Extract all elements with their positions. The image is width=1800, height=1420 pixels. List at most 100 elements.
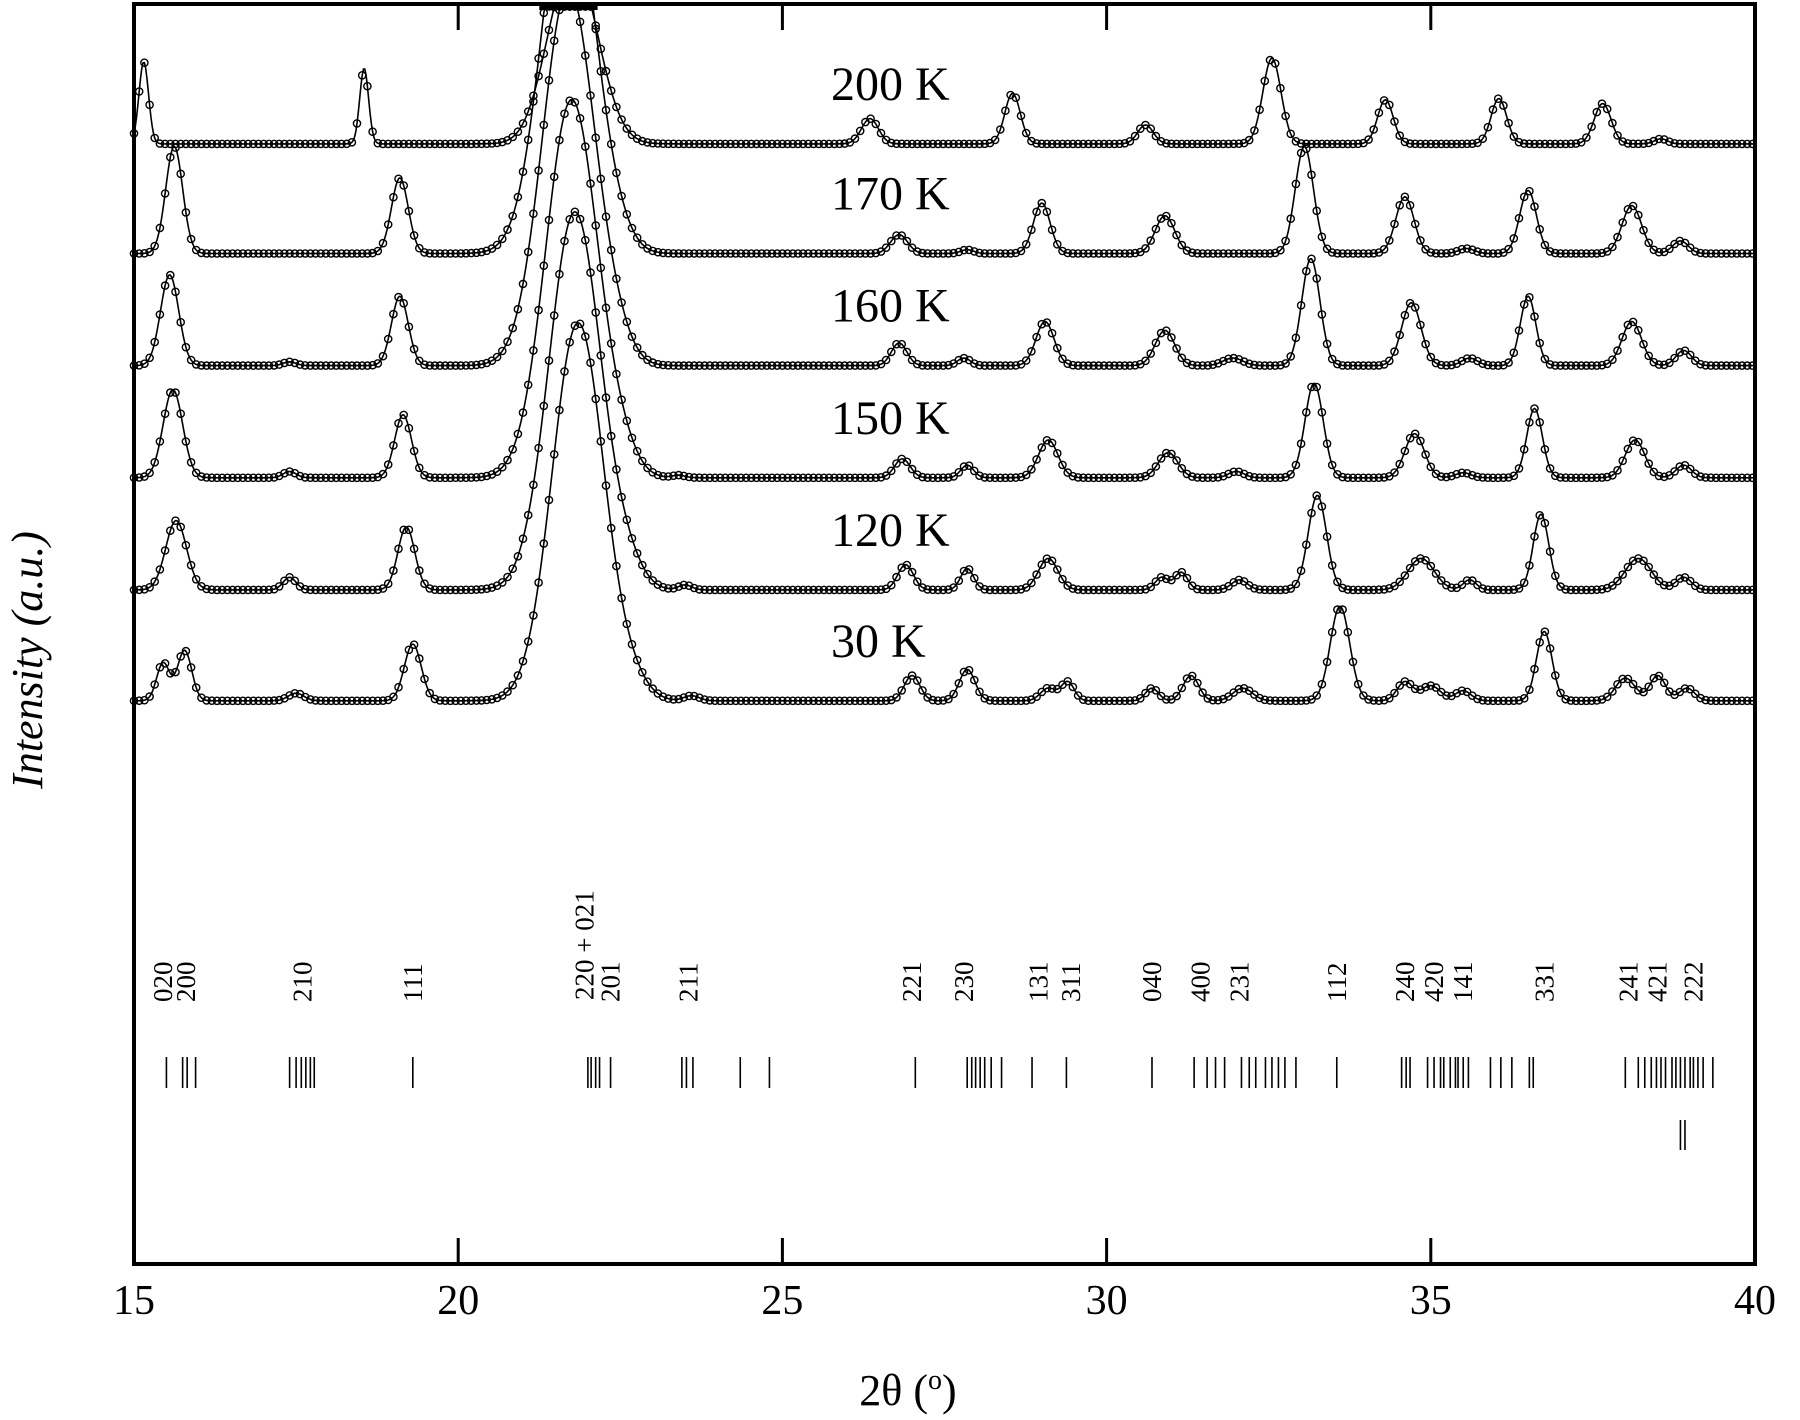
data-point [778,361,787,370]
data-point [1639,139,1648,148]
data-point [622,416,632,426]
data-point [508,132,518,142]
data-point [404,423,414,433]
data-point [1436,249,1446,258]
data-point [1042,318,1052,327]
data-point [575,17,585,27]
data-point [1478,248,1487,258]
data-point [549,449,559,459]
data-point [430,694,440,704]
data-point [1016,111,1026,121]
data-point [150,680,159,689]
data-point [1634,437,1643,447]
data-point [627,534,637,543]
data-point [1053,565,1062,574]
data-point [695,585,704,594]
data-point [684,691,694,701]
data-point [809,696,818,706]
data-point [1047,225,1057,235]
data-point [1400,446,1410,456]
data-point [1566,139,1576,149]
data-point [1234,249,1244,258]
data-point [1685,684,1695,694]
hkl-label: 420 [1419,962,1449,1003]
x-axis: 15 20 25 30 35 40 [113,4,1776,1324]
data-point [918,583,927,592]
data-point [959,462,969,471]
data-point [944,139,953,149]
data-point [975,248,984,258]
data-point [757,361,767,370]
data-point [508,680,518,690]
data-point [902,139,912,149]
data-point [1675,236,1685,246]
data-point [933,473,943,483]
data-point [254,249,263,258]
data-point [492,352,502,362]
data-point [648,358,658,367]
data-point [1711,139,1721,149]
data-point [736,139,746,149]
data-point [1649,136,1659,146]
data-point [477,472,486,482]
series-160-k: 160 K [129,2,1757,370]
data-point [451,139,460,149]
data-point [1530,139,1539,149]
data-point [1468,354,1477,363]
data-point [1634,325,1643,335]
data-point [1701,473,1710,482]
data-point [1525,417,1534,427]
data-point [186,663,196,672]
data-point [1374,361,1384,370]
data-point [233,139,242,149]
data-point [1281,111,1290,121]
data-point [617,593,626,603]
data-point [1156,454,1166,463]
data-point [1488,473,1498,483]
data-point [1379,244,1389,254]
data-point [186,560,196,570]
data-point [1167,218,1176,228]
data-point [1711,473,1721,483]
data-point [1187,360,1197,370]
data-point [1473,694,1482,704]
data-point [1493,249,1503,258]
data-point [1296,139,1306,148]
data-point [996,125,1005,134]
data-point [1182,573,1192,583]
data-point [741,139,751,149]
data-point [1468,139,1477,148]
data-point [845,585,855,595]
data-point [990,135,1000,145]
data-point [451,585,460,595]
data-point [1701,249,1710,258]
data-point [1732,249,1742,258]
data-point [664,694,673,703]
data-point [394,174,403,184]
data-point [523,637,533,646]
data-point [1582,133,1591,142]
data-point [1224,469,1233,479]
data-point [1120,138,1130,148]
data-point [311,361,320,370]
data-point [1338,583,1347,593]
data-point [165,669,175,678]
data-point [1198,249,1207,258]
data-point [373,359,383,368]
data-point [990,361,1000,370]
data-point [601,393,611,402]
data-point [1680,684,1690,693]
data-point [1032,332,1041,342]
data-point [752,473,761,483]
data-point [171,287,180,297]
data-point [368,248,377,258]
data-point [1130,131,1140,141]
data-point [1457,356,1467,366]
data-point [150,457,159,467]
data-point [1488,249,1498,258]
data-point [1493,585,1503,595]
data-point [1193,678,1202,688]
data-point [669,471,678,481]
data-point [1333,605,1342,614]
data-point [503,337,512,347]
